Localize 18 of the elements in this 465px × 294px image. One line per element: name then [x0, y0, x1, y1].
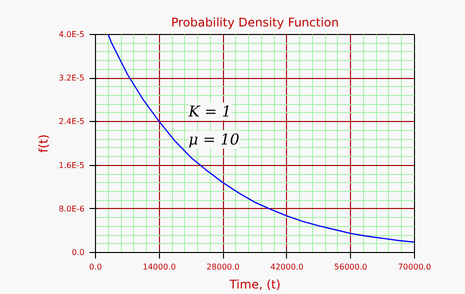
x-tick-label: 70000.0 — [398, 262, 432, 272]
y-tick-label: 1.6E-5 — [58, 160, 85, 170]
annotation: K = 1 — [188, 102, 232, 120]
x-axis-title: Time, (t) — [228, 278, 281, 292]
y-tick-label: 3.2E-5 — [58, 74, 85, 83]
x-tick-label: 56000.0 — [334, 262, 368, 272]
line-series — [108, 34, 414, 243]
y-tick-label: 8.0E-6 — [58, 204, 85, 214]
chart-title: Probability Density Function — [171, 16, 339, 30]
x-tick-label: 0.0 — [89, 262, 102, 272]
x-tick-label: 28000.0 — [206, 262, 240, 272]
annotation: μ = 10 — [188, 130, 240, 148]
y-axis-title: f(t) — [36, 134, 51, 153]
x-tick-label: 42000.0 — [270, 262, 304, 272]
y-tick-label: 0.0 — [72, 248, 85, 257]
x-tick-label: 14000.0 — [142, 262, 176, 272]
y-tick-label: 2.4E-5 — [58, 117, 85, 126]
y-tick-label: 4.0E-5 — [58, 30, 85, 39]
